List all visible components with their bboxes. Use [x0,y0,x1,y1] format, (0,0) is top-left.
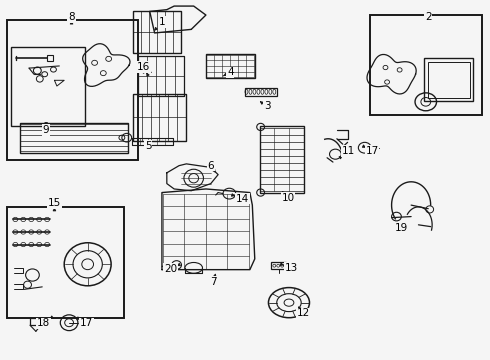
Text: 5: 5 [145,141,151,151]
Bar [138,56,184,96]
Text: 6: 6 [207,161,214,171]
Text: 17: 17 [79,319,93,328]
Text: 13: 13 [285,263,298,273]
Text: 4: 4 [227,67,234,77]
Text: 18: 18 [37,319,50,328]
Text: 9: 9 [43,125,49,135]
Text: 14: 14 [236,194,249,204]
Bar [245,88,277,96]
Text: 7: 7 [210,277,217,287]
Text: 17: 17 [366,145,379,156]
Bar [6,21,139,160]
Bar [11,47,85,126]
Bar [6,207,124,318]
Bar [271,262,286,269]
Text: 20: 20 [164,264,177,274]
Bar [424,58,473,101]
Bar [260,126,304,193]
Text: 1: 1 [159,17,165,27]
Bar [132,138,173,145]
Text: 15: 15 [48,198,61,208]
Text: 10: 10 [281,193,294,203]
Bar [20,123,128,153]
Text: 3: 3 [264,102,270,112]
Bar [428,62,470,98]
Text: 11: 11 [342,146,355,156]
Bar [369,15,482,116]
Bar [47,55,53,61]
Text: 12: 12 [297,309,310,318]
Bar [133,94,186,140]
Bar [133,12,181,53]
Bar [206,54,255,78]
Text: 8: 8 [68,12,75,22]
Text: 16: 16 [137,62,150,72]
Text: 19: 19 [395,224,408,233]
Text: 2: 2 [425,12,432,22]
